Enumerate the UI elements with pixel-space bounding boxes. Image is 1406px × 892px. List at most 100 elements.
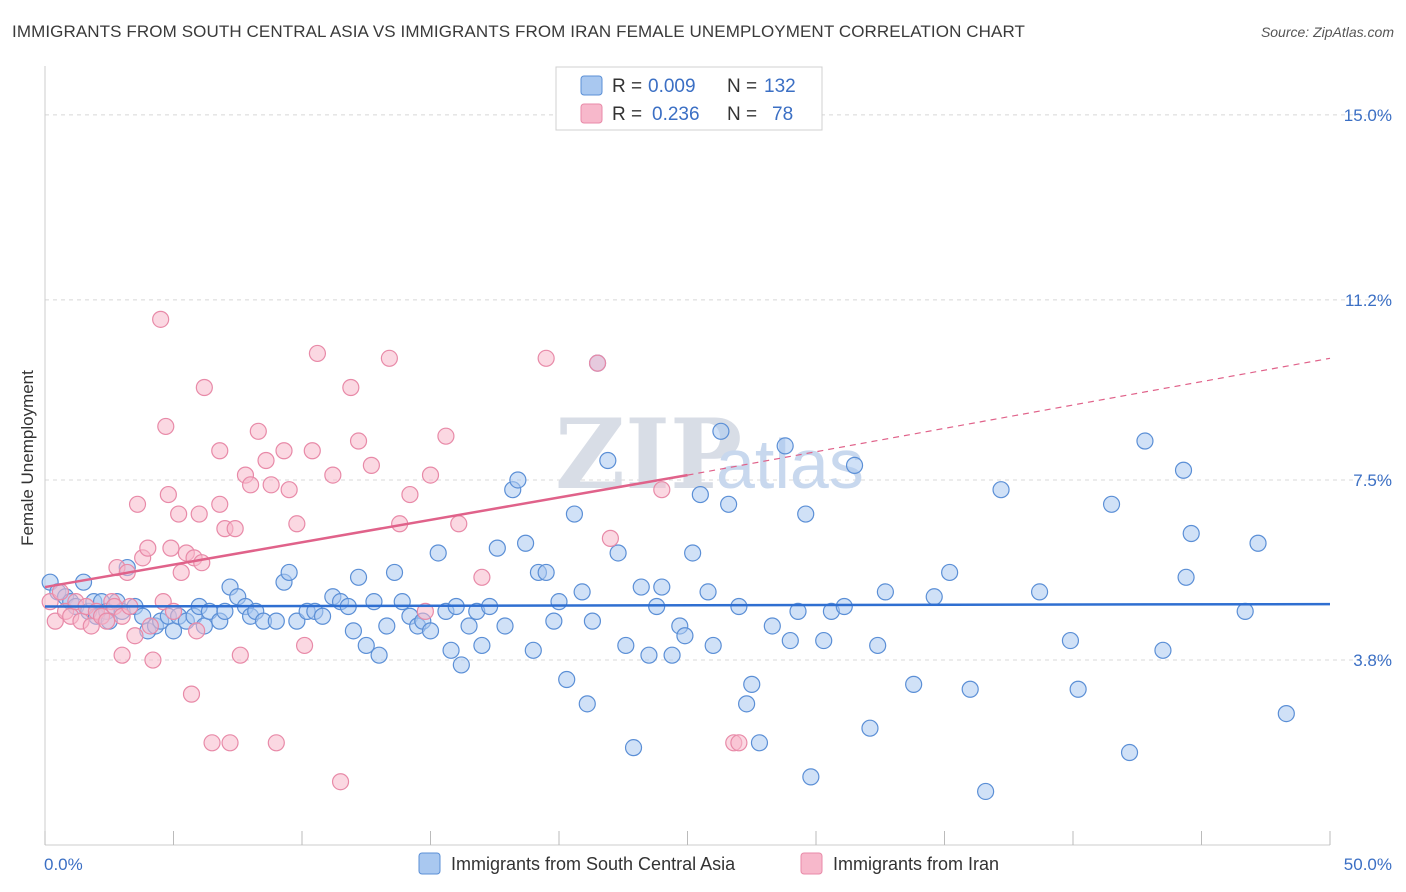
data-point-south-central-asia (378, 617, 396, 635)
data-point-south-central-asia (1030, 583, 1049, 601)
data-point-south-central-asia (429, 544, 447, 562)
series-south-central-asia-points (41, 354, 1295, 801)
y-axis-title: Female Unemployment (18, 370, 37, 546)
data-point-south-central-asia (344, 622, 362, 640)
data-point-iran (437, 427, 455, 445)
y-tick-label: 7.5% (1353, 471, 1392, 490)
data-point-south-central-asia (663, 646, 681, 664)
data-point-south-central-asia (1069, 680, 1087, 698)
data-point-south-central-asia (905, 675, 923, 693)
data-point-iran (303, 442, 321, 460)
data-point-iran (473, 568, 491, 586)
data-point-south-central-asia (1249, 534, 1267, 552)
bottom-legend-label-1: Immigrants from South Central Asia (451, 854, 736, 874)
data-point-south-central-asia (496, 617, 514, 635)
trend-layer (44, 357, 1331, 608)
data-point-south-central-asia (789, 602, 807, 620)
data-point-iran (203, 734, 221, 752)
data-point-iran (231, 646, 249, 664)
data-point-iran (362, 456, 380, 474)
data-point-iran (188, 622, 206, 640)
data-point-south-central-asia (524, 641, 542, 659)
data-point-south-central-asia (545, 612, 563, 630)
data-point-south-central-asia (488, 539, 506, 557)
data-point-iran (342, 378, 360, 397)
data-point-iran (162, 539, 180, 557)
data-point-south-central-asia (365, 593, 383, 611)
data-point-south-central-asia (861, 719, 879, 737)
data-point-iran (211, 495, 229, 513)
trend-line-iran-extension (687, 357, 1331, 476)
data-point-south-central-asia (925, 588, 943, 606)
data-point-south-central-asia (1277, 704, 1295, 723)
data-point-south-central-asia (876, 583, 894, 601)
data-point-south-central-asia (1182, 524, 1200, 543)
data-point-south-central-asia (763, 617, 781, 635)
data-point-south-central-asia (349, 568, 368, 586)
data-point-iran (113, 646, 131, 664)
data-point-iran (280, 481, 298, 499)
data-point-south-central-asia (1120, 743, 1139, 762)
data-point-south-central-asia (370, 646, 388, 664)
data-point-iran (195, 378, 213, 397)
legend-swatch-pink (580, 103, 603, 124)
data-point-south-central-asia (704, 636, 722, 655)
legend-swatch-blue (580, 75, 603, 96)
data-point-south-central-asia (473, 636, 491, 655)
bottom-legend-label-2: Immigrants from Iran (833, 854, 999, 874)
data-point-south-central-asia (781, 631, 799, 650)
data-point-iran (242, 476, 260, 494)
data-point-iran (193, 554, 211, 572)
axis-layer: 0.0% 50.0% (44, 66, 1392, 874)
data-point-iran (170, 505, 188, 523)
data-point-iran (98, 612, 116, 630)
data-point-south-central-asia (776, 437, 794, 455)
data-point-south-central-asia (750, 734, 769, 752)
data-point-iran (601, 529, 620, 547)
data-point-south-central-asia (565, 505, 584, 523)
data-point-iran (144, 651, 162, 669)
data-point-south-central-asia (691, 485, 709, 504)
data-point-south-central-asia (941, 563, 959, 582)
data-point-iran (249, 422, 267, 440)
data-point-iran (141, 617, 159, 635)
data-point-iran (308, 344, 327, 363)
data-point-iran (324, 466, 342, 484)
data-point-iran (653, 481, 671, 499)
data-point-south-central-asia (460, 617, 478, 635)
data-point-south-central-asia (802, 768, 820, 786)
data-point-south-central-asia (738, 695, 756, 713)
data-point-iran (221, 734, 239, 752)
data-point-south-central-asia (640, 646, 658, 664)
trend-line-south-central-asia (44, 602, 1331, 608)
data-point-iran (128, 495, 147, 513)
y-tick-label: 3.8% (1353, 651, 1392, 670)
legend-n-value-2: 78 (772, 104, 793, 125)
data-point-south-central-asia (421, 622, 440, 640)
data-point-iran (450, 515, 468, 533)
data-point-iran (588, 354, 607, 372)
data-point-south-central-asia (720, 495, 738, 513)
series-iran-points (41, 310, 748, 791)
data-point-iran (190, 505, 208, 523)
data-point-south-central-asia (699, 583, 717, 601)
legend-n-label-2: N = (727, 104, 757, 125)
y-tick-label: 11.2% (1345, 291, 1392, 310)
data-point-iran (421, 466, 440, 484)
data-point-iran (182, 685, 201, 703)
data-point-south-central-asia (550, 593, 568, 611)
top-legend: R = 0.009 N = 132 R = 0.236 N = 78 (555, 66, 823, 131)
bottom-legend-swatch-pink (800, 852, 823, 875)
data-point-south-central-asia (845, 456, 864, 474)
legend-r-label-1: R = (612, 76, 642, 97)
data-point-south-central-asia (267, 612, 285, 630)
data-point-iran (730, 734, 748, 752)
data-point-iran (401, 485, 419, 504)
data-point-iran (416, 602, 434, 620)
watermark-atlas: atlas (716, 425, 864, 503)
data-point-iran (139, 539, 157, 557)
legend-r-label-2: R = (612, 104, 642, 125)
data-point-south-central-asia (632, 578, 650, 596)
data-point-south-central-asia (573, 583, 591, 601)
